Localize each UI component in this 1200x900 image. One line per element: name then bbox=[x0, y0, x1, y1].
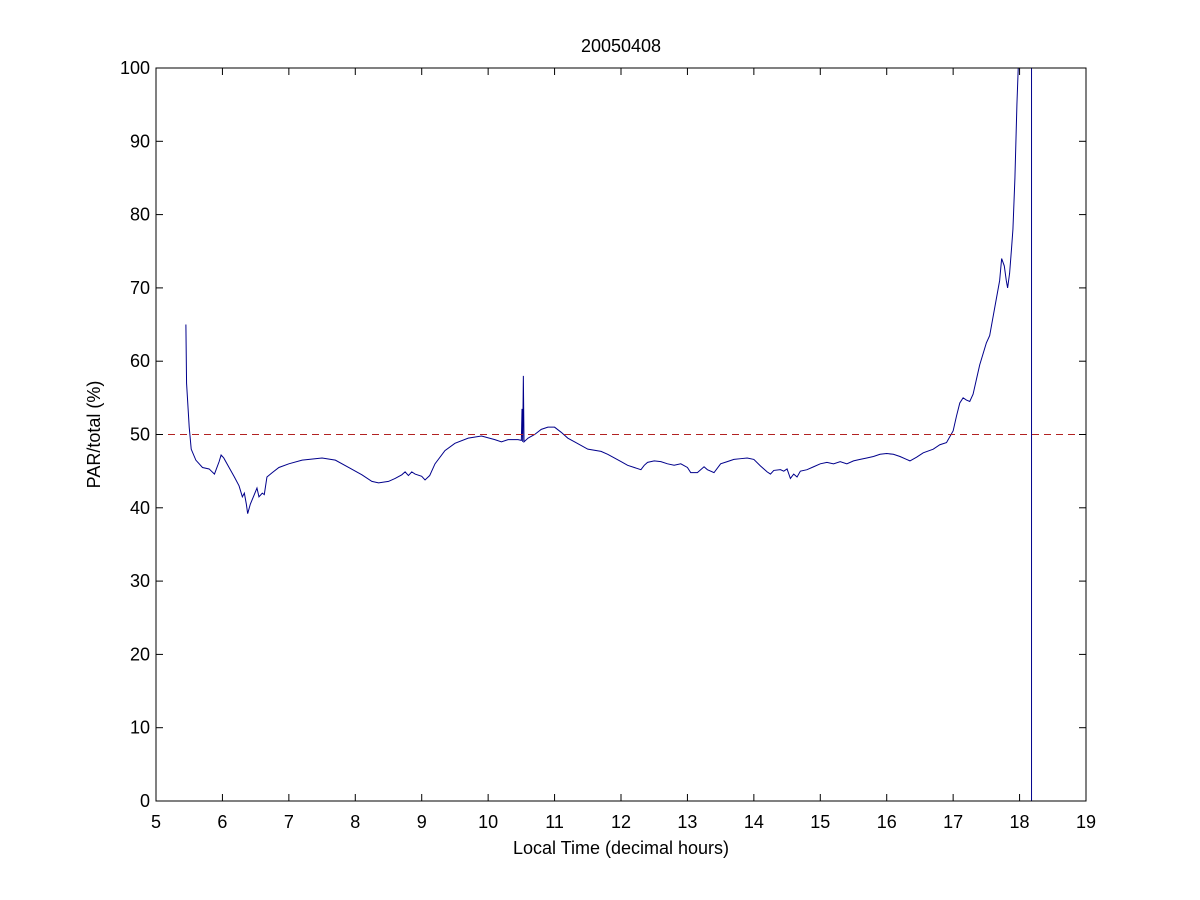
x-tick-label: 5 bbox=[151, 812, 161, 832]
y-tick-label: 100 bbox=[120, 58, 150, 78]
x-tick-label: 9 bbox=[417, 812, 427, 832]
x-tick-label: 11 bbox=[545, 812, 564, 832]
series-line-1 bbox=[185, 68, 1019, 514]
x-tick-label: 18 bbox=[1010, 812, 1030, 832]
y-tick-label: 90 bbox=[130, 131, 150, 151]
y-axis-label: PAR/total (%) bbox=[84, 381, 104, 489]
x-tick-label: 6 bbox=[217, 812, 227, 832]
plot-area bbox=[156, 68, 1086, 801]
y-tick-label: 40 bbox=[130, 498, 150, 518]
y-tick-label: 20 bbox=[130, 644, 150, 664]
y-tick-label: 60 bbox=[130, 351, 150, 371]
x-tick-label: 13 bbox=[677, 812, 697, 832]
x-tick-label: 19 bbox=[1076, 812, 1096, 832]
x-tick-label: 17 bbox=[943, 812, 963, 832]
x-tick-label: 7 bbox=[284, 812, 294, 832]
x-tick-label: 10 bbox=[478, 812, 498, 832]
y-tick-label: 0 bbox=[140, 791, 150, 811]
y-tick-label: 10 bbox=[130, 718, 150, 738]
x-tick-label: 16 bbox=[877, 812, 897, 832]
x-axis: 5 6 7 8 9 10 11 12 13 14 15 16 17 18 19 bbox=[151, 68, 1096, 832]
y-axis: 0 10 20 30 40 50 60 70 80 90 100 bbox=[120, 58, 1086, 811]
x-tick-label: 12 bbox=[611, 812, 631, 832]
x-tick-label: 14 bbox=[744, 812, 764, 832]
y-tick-label: 50 bbox=[130, 425, 150, 445]
y-tick-label: 30 bbox=[130, 571, 150, 591]
x-tick-label: 8 bbox=[350, 812, 360, 832]
series-layer bbox=[156, 68, 1086, 801]
x-tick-label: 15 bbox=[810, 812, 830, 832]
x-axis-label: Local Time (decimal hours) bbox=[513, 838, 729, 858]
y-tick-label: 80 bbox=[130, 205, 150, 225]
y-tick-label: 70 bbox=[130, 278, 150, 298]
chart-title: 20050408 bbox=[581, 36, 661, 56]
